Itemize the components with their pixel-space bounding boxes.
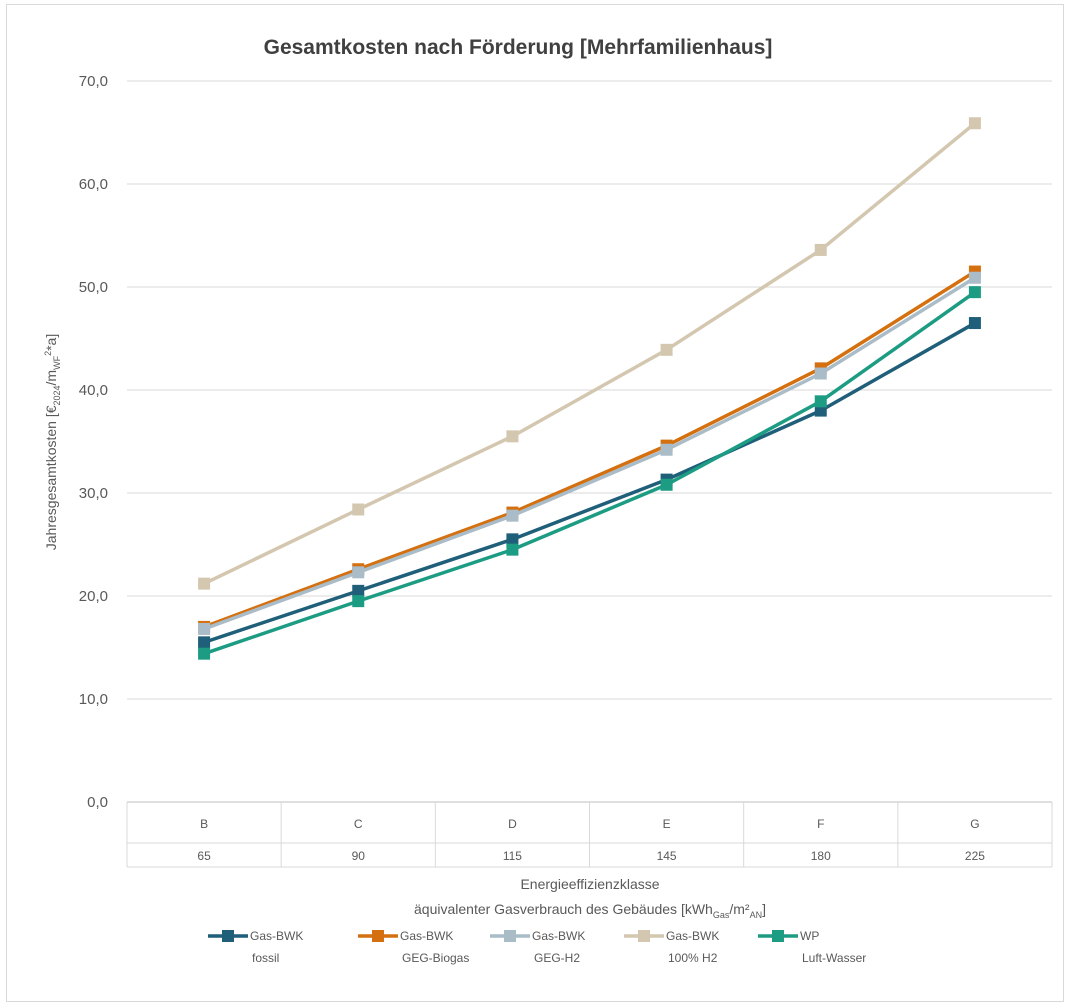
x-secondary-label: 225 (965, 849, 985, 863)
series-point (506, 509, 519, 522)
y-tick-label: 10,0 (79, 691, 108, 708)
series-point (198, 647, 211, 660)
y-axis-label: Jahresgesamtkosten [€2024/mWF2*a] (43, 334, 62, 550)
series-lines (198, 117, 981, 660)
series-point (506, 533, 519, 546)
series-point (352, 566, 365, 579)
x-category-label: B (200, 817, 208, 831)
series-point (968, 117, 981, 130)
y-tick-label: 20,0 (79, 588, 108, 605)
series-point (198, 622, 211, 635)
series-point (506, 543, 519, 556)
legend-entry: Gas-BWK GEG-Biogas (358, 929, 469, 965)
legend-marker (372, 930, 384, 942)
y-tick-labels: 0,0 10,0 20,0 30,0 40,0 50,0 60,0 70,0 (79, 73, 108, 811)
x-category-label: D (508, 817, 517, 831)
legend-entry: Gas-BWK fossil (208, 929, 303, 965)
series-point (814, 243, 827, 256)
series-point (814, 404, 827, 417)
y-tick-label: 50,0 (79, 279, 108, 296)
legend-label-line1: Gas-BWK (400, 929, 453, 943)
series-fossil (198, 317, 981, 649)
series-line (203, 290, 976, 656)
legend-marker (504, 930, 516, 942)
x-category-label: F (817, 817, 824, 831)
legend-entry: Gas-BWK GEG-H2 (490, 929, 585, 965)
legend-label-line2: GEG-Biogas (402, 951, 469, 965)
legend-label-line1: WP (800, 929, 819, 943)
series-luft-wasser (198, 286, 981, 660)
series-point (968, 286, 981, 299)
x-secondary-label: 145 (657, 849, 677, 863)
legend-marker (638, 930, 650, 942)
series-line (203, 321, 976, 645)
x-secondary-label: 115 (503, 849, 522, 863)
series-line (203, 121, 977, 586)
series-point (968, 271, 981, 284)
legend-label-line2: GEG-H2 (534, 951, 580, 965)
series-point (660, 478, 673, 491)
gridlines (127, 80, 1052, 803)
legend-entry: Gas-BWK 100% H2 (624, 929, 719, 965)
series-geg-h2 (198, 271, 981, 635)
y-tick-label: 60,0 (79, 176, 108, 193)
chart-title: Gesamtkosten nach Förderung [Mehrfamilie… (264, 36, 773, 59)
series-point (198, 636, 211, 649)
legend-label-line2: 100% H2 (668, 951, 718, 965)
series-point (352, 584, 365, 597)
legend: Gas-BWK fossil Gas-BWK GEG-Biogas Gas-BWK GEG… (208, 929, 866, 965)
series-geg-biogas (198, 265, 981, 633)
legend-label-line2: fossil (252, 951, 279, 965)
series-point (352, 503, 365, 516)
legend-label-line1: Gas-BWK (532, 929, 585, 943)
y-tick-label: 30,0 (79, 485, 108, 502)
x-category-label: G (970, 817, 979, 831)
x-secondary-label: 90 (352, 849, 366, 863)
y-tick-label: 40,0 (79, 382, 108, 399)
series-100-h2 (198, 117, 981, 590)
series-point (352, 595, 365, 608)
series-point (814, 367, 827, 380)
legend-marker (772, 930, 784, 942)
legend-marker (222, 930, 234, 942)
legend-label-line1: Gas-BWK (666, 929, 719, 943)
series-line (203, 276, 976, 631)
legend-entry: WP Luft-Wasser (758, 929, 866, 965)
x-category-label: C (354, 817, 363, 831)
x-secondary-label: 65 (197, 849, 211, 863)
category-table: B 65 C 90 D 115 E 145 F 180 G 225 (126, 802, 1053, 868)
series-line (203, 270, 976, 629)
y-tick-label: 70,0 (79, 73, 108, 90)
series-point (660, 443, 673, 456)
x-axis-label-line2: äquivalenter Gasverbrauch des Gebäudes [… (414, 901, 766, 920)
legend-label-line1: Gas-BWK (250, 929, 303, 943)
series-point (814, 395, 827, 408)
series-point (660, 343, 673, 356)
series-point (506, 430, 519, 443)
y-tick-label: 0,0 (87, 794, 108, 811)
x-category-label: E (663, 817, 671, 831)
legend-label-line2: Luft-Wasser (802, 951, 866, 965)
series-point (968, 317, 981, 330)
x-axis-label-line1: Energieeffizienzklasse (520, 876, 659, 892)
series-point (198, 577, 211, 590)
x-secondary-label: 180 (811, 849, 831, 863)
